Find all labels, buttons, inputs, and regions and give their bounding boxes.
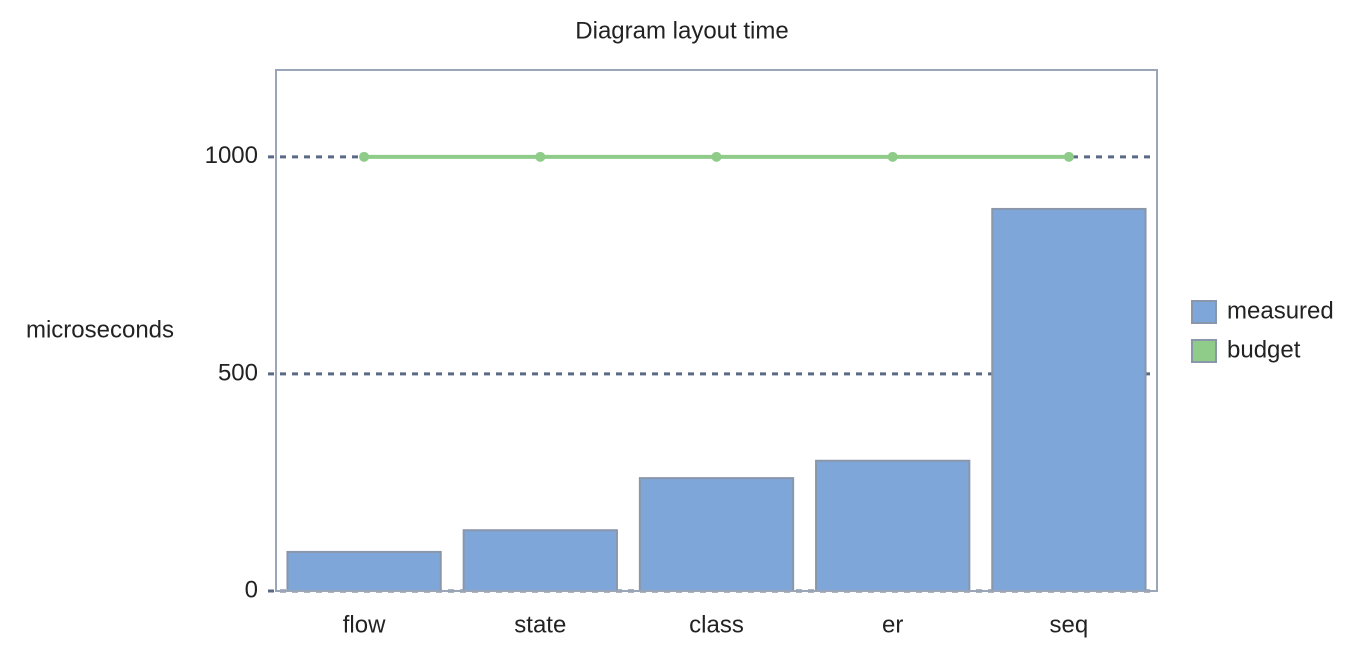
x-tick-label: class bbox=[689, 611, 744, 638]
point bbox=[535, 151, 546, 162]
bar bbox=[815, 459, 971, 592]
legend-label: measured bbox=[1227, 297, 1334, 324]
y-tick-label: 1000 bbox=[205, 142, 258, 169]
legend-label: budget bbox=[1227, 336, 1301, 363]
bar bbox=[462, 529, 618, 593]
x-tick-label: state bbox=[514, 611, 566, 638]
legend-swatch bbox=[1191, 300, 1217, 324]
x-tick-label: seq bbox=[1050, 611, 1089, 638]
point bbox=[887, 151, 898, 162]
point bbox=[359, 151, 370, 162]
bar bbox=[991, 207, 1147, 593]
bar bbox=[638, 477, 795, 592]
plot-frame bbox=[275, 69, 1158, 592]
y-axis-label: microseconds bbox=[26, 316, 174, 343]
y-tick-label: 0 bbox=[245, 576, 258, 603]
point bbox=[1063, 151, 1074, 162]
legend-swatch bbox=[1191, 339, 1217, 363]
x-tick-label: flow bbox=[343, 611, 386, 638]
x-tick-label: er bbox=[882, 611, 903, 638]
chart-title: Diagram layout time bbox=[575, 17, 788, 44]
bar bbox=[286, 550, 442, 592]
y-tick-label: 500 bbox=[218, 359, 258, 386]
point bbox=[711, 151, 722, 162]
